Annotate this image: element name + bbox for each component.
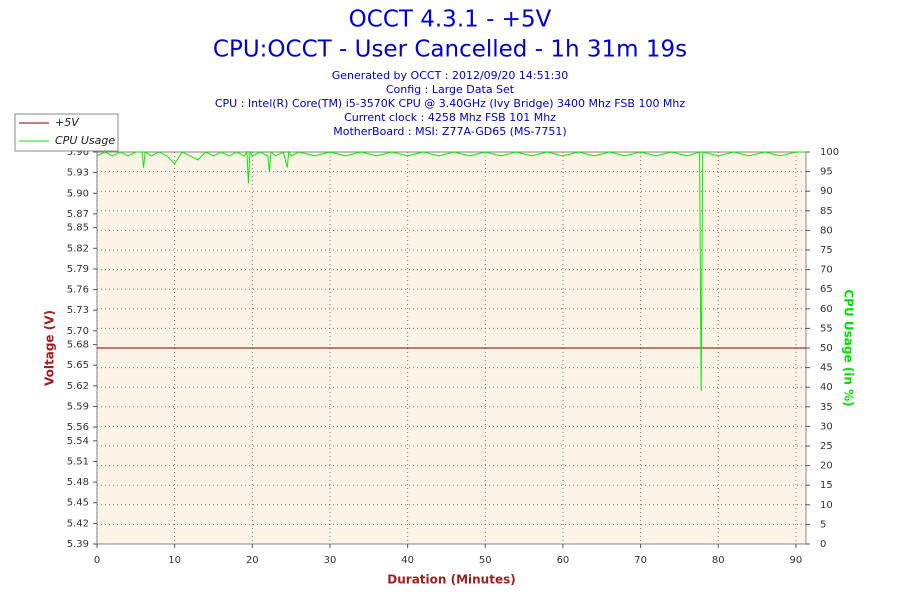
x-tick-label: 20 xyxy=(246,555,259,566)
y2-tick-label: 35 xyxy=(820,402,833,413)
y-tick-label: 5.73 xyxy=(67,305,89,316)
y-tick-label: 5.48 xyxy=(67,477,89,488)
y2-tick-label: 20 xyxy=(820,461,833,472)
y-tick-label: 5.79 xyxy=(67,264,89,275)
y2-tick-label: 85 xyxy=(820,206,833,217)
info-line: Generated by OCCT : 2012/09/20 14:51:30 xyxy=(332,69,569,82)
y-tick-label: 5.82 xyxy=(67,243,89,254)
legend-box xyxy=(14,113,119,152)
y-tick-label: 5.59 xyxy=(67,401,89,412)
y2-tick-label: 75 xyxy=(820,245,833,256)
y-tick-label: 5.96 xyxy=(67,147,89,158)
y2-axis-label: CPU Usage (in %) xyxy=(842,289,856,406)
y-tick-label: 5.65 xyxy=(67,360,89,371)
y-tick-label: 5.85 xyxy=(67,223,89,234)
y2-tick-label: 5 xyxy=(820,519,826,530)
y-axis-label: Voltage (V) xyxy=(43,310,57,386)
x-tick-label: 90 xyxy=(790,555,803,566)
y2-tick-label: 25 xyxy=(820,441,833,452)
y2-tick-label: 100 xyxy=(820,147,839,158)
y2-tick-label: 15 xyxy=(820,480,833,491)
y2-tick-label: 10 xyxy=(820,500,833,511)
x-tick-label: 70 xyxy=(634,555,647,566)
info-line: MotherBoard : MSI: Z77A-GD65 (MS-7751) xyxy=(333,125,566,138)
y-tick-label: 5.93 xyxy=(67,168,89,179)
x-tick-label: 80 xyxy=(712,555,725,566)
y2-tick-label: 30 xyxy=(820,421,833,432)
y2-tick-label: 60 xyxy=(820,304,833,315)
y2-tick-label: 50 xyxy=(820,343,833,354)
x-axis-label: Duration (Minutes) xyxy=(387,573,515,587)
y2-tick-label: 0 xyxy=(820,539,826,550)
legend-label: CPU Usage xyxy=(55,134,115,147)
y2-tick-label: 45 xyxy=(820,363,833,374)
y2-tick-label: 70 xyxy=(820,265,833,276)
y-tick-label: 5.87 xyxy=(67,209,89,220)
info-line: CPU : Intel(R) Core(TM) i5-3570K CPU @ 3… xyxy=(215,97,686,110)
y2-tick-label: 90 xyxy=(820,186,833,197)
legend-label: +5V xyxy=(55,116,80,129)
series-line xyxy=(96,150,806,392)
y-tick-label: 5.42 xyxy=(67,518,89,529)
y-tick-label: 5.70 xyxy=(67,326,89,337)
x-tick-label: 60 xyxy=(557,555,570,566)
y-tick-label: 5.39 xyxy=(67,539,89,550)
y2-tick-label: 40 xyxy=(820,382,833,393)
chart-subtitle: CPU:OCCT - User Cancelled - 1h 31m 19s xyxy=(213,37,687,63)
y-tick-label: 5.76 xyxy=(67,285,89,296)
y-tick-label: 5.54 xyxy=(67,436,89,447)
y-tick-label: 5.56 xyxy=(67,422,89,433)
y-tick-label: 5.45 xyxy=(67,498,89,509)
x-tick-label: 30 xyxy=(324,555,337,566)
y2-tick-label: 80 xyxy=(820,225,833,236)
y2-tick-label: 65 xyxy=(820,284,833,295)
y-tick-label: 5.51 xyxy=(67,456,89,467)
y-tick-label: 5.68 xyxy=(67,340,89,351)
x-tick-label: 10 xyxy=(168,555,181,566)
info-line: Current clock : 4258 Mhz FSB 101 Mhz xyxy=(344,111,556,124)
x-tick-label: 50 xyxy=(479,555,492,566)
info-line: Config : Large Data Set xyxy=(386,83,515,96)
x-tick-label: 0 xyxy=(94,555,100,566)
y-tick-label: 5.62 xyxy=(67,381,89,392)
y-tick-label: 5.90 xyxy=(67,188,89,199)
chart-title: OCCT 4.3.1 - +5V xyxy=(349,7,552,33)
x-tick-label: 40 xyxy=(401,555,414,566)
y2-tick-label: 95 xyxy=(820,167,833,178)
y2-tick-label: 55 xyxy=(820,323,833,334)
